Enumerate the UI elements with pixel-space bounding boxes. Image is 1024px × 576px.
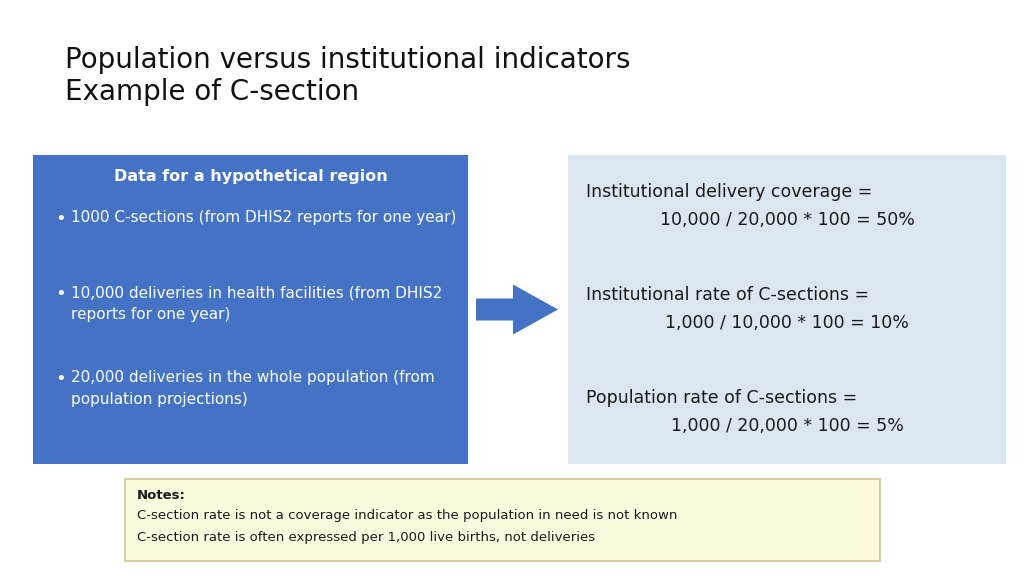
Text: population projections): population projections) — [71, 392, 248, 407]
Text: Notes:: Notes: — [137, 489, 186, 502]
FancyBboxPatch shape — [125, 479, 880, 561]
Text: Institutional rate of C-sections =: Institutional rate of C-sections = — [586, 286, 869, 304]
Text: Institutional delivery coverage =: Institutional delivery coverage = — [586, 183, 872, 201]
Text: Population versus institutional indicators: Population versus institutional indicato… — [65, 46, 631, 74]
FancyBboxPatch shape — [568, 155, 1006, 464]
Text: •: • — [55, 285, 66, 303]
Text: •: • — [55, 370, 66, 388]
Polygon shape — [476, 285, 558, 335]
Text: 10,000 deliveries in health facilities (from DHIS2: 10,000 deliveries in health facilities (… — [71, 285, 442, 300]
Text: reports for one year): reports for one year) — [71, 307, 230, 322]
Text: 10,000 / 20,000 * 100 = 50%: 10,000 / 20,000 * 100 = 50% — [659, 211, 914, 229]
Text: Data for a hypothetical region: Data for a hypothetical region — [114, 169, 387, 184]
Text: •: • — [55, 210, 66, 228]
Text: C-section rate is often expressed per 1,000 live births, not deliveries: C-section rate is often expressed per 1,… — [137, 531, 595, 544]
Text: 20,000 deliveries in the whole population (from: 20,000 deliveries in the whole populatio… — [71, 370, 435, 385]
Text: 1,000 / 10,000 * 100 = 10%: 1,000 / 10,000 * 100 = 10% — [665, 314, 909, 332]
Text: Example of C-section: Example of C-section — [65, 78, 359, 106]
FancyBboxPatch shape — [33, 155, 468, 464]
Text: Population rate of C-sections =: Population rate of C-sections = — [586, 389, 857, 407]
Text: 1,000 / 20,000 * 100 = 5%: 1,000 / 20,000 * 100 = 5% — [671, 417, 903, 435]
Text: 1000 C-sections (from DHIS2 reports for one year): 1000 C-sections (from DHIS2 reports for … — [71, 210, 457, 225]
Text: C-section rate is not a coverage indicator as the population in need is not know: C-section rate is not a coverage indicat… — [137, 509, 677, 522]
